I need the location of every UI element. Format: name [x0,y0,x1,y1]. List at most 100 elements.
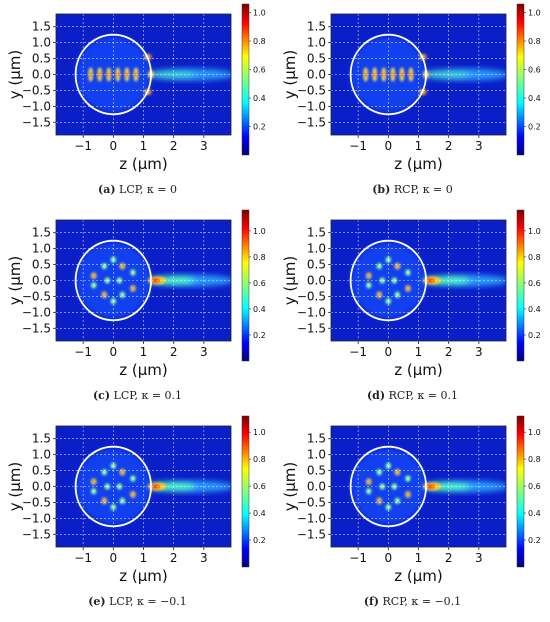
x-tick-label: 3 [200,551,208,565]
caption-text: LCP, κ = −0.1 [105,595,187,608]
colorbar-tick-label: 0.6 [528,66,541,75]
panel-caption: (d) RCP, κ = 0.1 [275,389,550,402]
colorbar [516,415,525,568]
colorbar-tick-label: 0.6 [528,482,541,491]
x-tick-label: 1 [415,345,423,359]
colorbar-tick-label: 0.6 [253,482,266,491]
colorbar-tick-label: 0.4 [253,305,266,314]
y-axis-label: y (μm) [281,256,299,306]
particle-boundary [74,239,152,322]
heatmap-svg: −1 0 1 2 3 1.5 1.0 0.5 0.0−0.5 −1.0 −1.5 z (μm) y (μ… [6,415,266,585]
x-tick-label: 3 [475,551,483,565]
grid-lines [56,14,231,135]
y-tick-label: −1.5 [297,115,326,129]
x-tick-label: 1 [415,551,423,565]
colorbar-tick-label: 0.2 [528,536,541,545]
colorbar [516,3,525,156]
heatmap-svg: −1 0 1 2 3 1.5 1.0 0.5 0.0−0.5 −1.0 −1.5 z (μm) y (μ… [281,415,541,585]
x-tick-label: 2 [445,551,453,565]
x-tick-label: 2 [170,345,178,359]
caption-text: RCP, κ = 0 [390,183,453,196]
panel-d: −1 0 1 2 3 1.5 1.0 0.5 0.0 −0.5 −1.0 −1.5 z (μm) y (μ… [275,206,550,412]
y-tick-label: 1.5 [307,226,326,240]
x-tick-label: 3 [200,345,208,359]
x-tick-label: 2 [445,345,453,359]
y-tick-label: −0.5 [297,495,326,509]
panel-caption: (f) RCP, κ = −0.1 [275,595,550,608]
y-tick-label: 1.5 [307,20,326,34]
colorbar-tick-label: 1.0 [528,227,541,236]
x-tick-label: 3 [200,139,208,153]
colorbar [241,415,250,568]
y-tick-label: 1.0 [307,242,326,256]
x-tick-label: −1 [349,551,367,565]
x-axis-label: z (μm) [119,155,168,173]
particle-boundary [349,33,427,116]
x-tick-label: 1 [415,139,423,153]
caption-text: RCP, κ = 0.1 [385,389,459,402]
particle-boundary [74,33,152,116]
colorbar-tick-label: 1.0 [528,9,541,18]
y-tick-label: 0.0 [307,480,326,494]
x-axis-label: z (μm) [119,567,168,585]
colorbar-tick-label: 0.2 [528,123,541,132]
colorbar-tick-label: 1.0 [253,428,266,437]
colorbar-tick-label: 0.4 [528,305,541,314]
heatmap-svg: −1 0 1 2 3 1.5 1.0 0.5 0.0−0.5 −1.0 −1.5 z (μm) y (μ… [281,209,541,379]
x-tick-label: 2 [170,551,178,565]
caption-label: (e) [88,595,106,608]
colorbar-tick-label: 0.4 [253,509,266,518]
panel-a: −1 0 1 2 3 1.5 1.0 0.5 0.0 −0.5 −1.0 −1.5 z (μm) y (μ… [0,0,275,206]
y-tick-label: 0.0 [32,68,51,82]
y-tick-label: −0.5 [22,495,51,509]
y-axis-label: y (μm) [281,462,299,512]
colorbar-tick-label: 0.8 [528,455,541,464]
colorbar-tick-label: 0.8 [528,37,541,46]
grid-lines [331,220,506,341]
y-tick-label: 1.0 [307,36,326,50]
x-tick-label: 0 [110,139,118,153]
caption-text: LCP, κ = 0.1 [110,389,183,402]
y-tick-label: −1.5 [297,321,326,335]
y-tick-label: −1.5 [297,527,326,541]
y-tick-label: 0.5 [32,52,51,66]
colorbar-tick-label: 1.0 [253,9,266,18]
x-tick-label: 2 [445,139,453,153]
y-tick-label: −0.5 [297,289,326,303]
x-axis-label: z (μm) [394,361,443,379]
y-tick-label: −0.5 [297,83,326,97]
caption-label: (b) [372,183,391,196]
y-tick-label: −1.0 [297,99,326,113]
caption-label: (d) [366,389,386,402]
y-tick-label: −0.5 [22,83,51,97]
y-tick-label: −1.0 [22,511,51,525]
colorbar-tick-label: 0.2 [253,123,266,132]
panel-f: −1 0 1 2 3 1.5 1.0 0.5 0.0 −0.5 −1.0 −1.5 z (μm) y (μ… [275,412,550,618]
colorbar-tick-label: 0.2 [253,331,266,340]
grid-lines [56,426,231,547]
panel-caption: (c) LCP, κ = 0.1 [0,389,275,402]
x-tick-label: 1 [140,139,148,153]
x-tick-label: −1 [74,139,92,153]
colorbar-tick-label: 0.2 [253,536,266,545]
y-axis-label: y (μm) [6,256,24,306]
x-tick-label: −1 [349,139,367,153]
panel-e: −1 0 1 2 3 1.5 1.0 0.5 0.0 −0.5 −1.0 −1.5 z (μm) y (μ… [0,412,275,618]
caption-label: (a) [97,183,116,196]
colorbar [241,209,250,362]
colorbar-tick-label: 0.6 [253,279,266,288]
colorbar-tick-label: 0.4 [528,94,541,103]
panel-caption: (b) RCP, κ = 0 [275,183,550,196]
y-tick-label: −1.5 [22,527,51,541]
x-tick-label: 1 [140,345,148,359]
colorbar-tick-label: 1.0 [253,227,266,236]
y-tick-label: −1.5 [22,321,51,335]
y-tick-label: 0.5 [307,464,326,478]
particle-boundary [349,445,427,528]
y-tick-label: −1.5 [22,115,51,129]
y-tick-label: 0.5 [307,258,326,272]
y-tick-label: 1.0 [32,36,51,50]
x-tick-label: 3 [475,139,483,153]
grid-lines [331,14,506,135]
y-tick-label: −0.5 [22,289,51,303]
